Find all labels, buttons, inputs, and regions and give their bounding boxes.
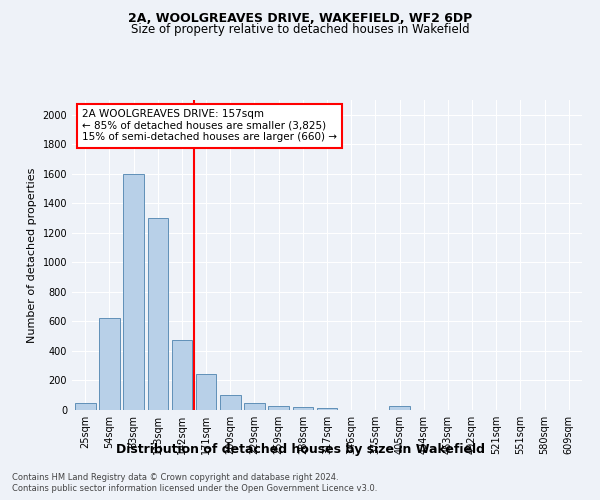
- Y-axis label: Number of detached properties: Number of detached properties: [27, 168, 37, 342]
- Text: 2A WOOLGREAVES DRIVE: 157sqm
← 85% of detached houses are smaller (3,825)
15% of: 2A WOOLGREAVES DRIVE: 157sqm ← 85% of de…: [82, 110, 337, 142]
- Text: Size of property relative to detached houses in Wakefield: Size of property relative to detached ho…: [131, 22, 469, 36]
- Text: Contains public sector information licensed under the Open Government Licence v3: Contains public sector information licen…: [12, 484, 377, 493]
- Bar: [99, 318, 120, 410]
- Bar: [196, 374, 217, 410]
- Text: Contains HM Land Registry data © Crown copyright and database right 2024.: Contains HM Land Registry data © Crown c…: [12, 472, 338, 482]
- Bar: [244, 404, 265, 410]
- Bar: [293, 407, 313, 410]
- Bar: [148, 218, 168, 410]
- Bar: [389, 406, 410, 410]
- Text: 2A, WOOLGREAVES DRIVE, WAKEFIELD, WF2 6DP: 2A, WOOLGREAVES DRIVE, WAKEFIELD, WF2 6D…: [128, 12, 472, 26]
- Bar: [317, 408, 337, 410]
- Bar: [268, 406, 289, 410]
- Bar: [124, 174, 144, 410]
- Bar: [220, 395, 241, 410]
- Bar: [75, 402, 95, 410]
- Text: Distribution of detached houses by size in Wakefield: Distribution of detached houses by size …: [115, 442, 485, 456]
- Bar: [172, 340, 192, 410]
